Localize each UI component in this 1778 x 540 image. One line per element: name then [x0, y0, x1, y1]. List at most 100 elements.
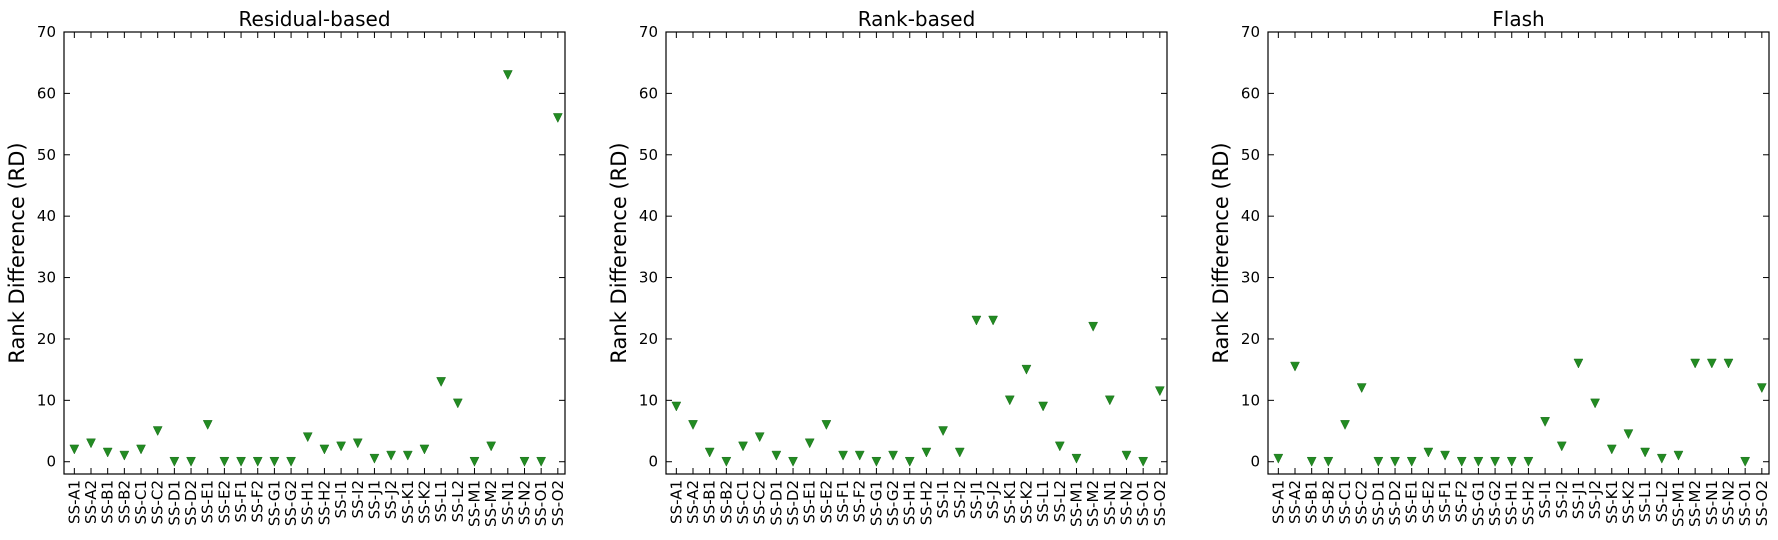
x-tick-label: SS-J1 — [967, 480, 985, 519]
x-tick-label: SS-B1 — [99, 480, 117, 524]
data-point — [1556, 441, 1567, 452]
data-point — [788, 456, 798, 467]
data-point — [536, 456, 547, 467]
data-point — [838, 450, 848, 461]
y-tick-label: 20 — [639, 330, 658, 348]
y-tick-label: 50 — [1241, 146, 1260, 164]
x-tick-label: SS-K1 — [1603, 480, 1621, 524]
data-point — [352, 438, 363, 449]
y-tick-label: 30 — [1241, 269, 1260, 287]
y-tick-label: 70 — [37, 23, 56, 41]
x-tick-label: SS-H2 — [917, 480, 935, 525]
x-tick-label: SS-O1 — [1134, 480, 1152, 526]
chart-panel-3: Flash Rank Difference (RD) 0 10 20 30 40 50 60 70… — [1209, 7, 1771, 527]
x-tick-label: SS-B2 — [115, 480, 133, 524]
x-tick-label: SS-D2 — [784, 480, 802, 526]
x-tick-label: SS-K2 — [415, 480, 433, 524]
data-point — [219, 456, 230, 467]
x-tick-label: SS-O2 — [1151, 480, 1169, 526]
x-tick-label: SS-K1 — [1001, 480, 1019, 524]
y-axis-label: Rank Difference (RD) — [607, 142, 631, 363]
data-point — [1104, 395, 1115, 406]
x-tick-label: SS-G1 — [265, 480, 283, 526]
data-point — [1306, 456, 1317, 467]
y-tick-label: 40 — [1241, 207, 1260, 225]
data-point — [419, 444, 430, 455]
data-point — [186, 456, 196, 467]
x-tick-label: SS-K2 — [1619, 480, 1637, 524]
x-tick-label: SS-M2 — [482, 480, 500, 527]
x-tick-label: SS-C1 — [1336, 480, 1354, 524]
data-point — [169, 456, 180, 467]
data-point — [1440, 450, 1450, 461]
data-point — [1490, 456, 1500, 467]
y-tick-label: 30 — [639, 269, 658, 287]
y-tick-label: 60 — [639, 84, 658, 102]
x-tick-label: SS-E1 — [1403, 480, 1421, 523]
x-tick-label: SS-D2 — [1386, 480, 1404, 526]
x-tick-label: SS-I2 — [1553, 480, 1571, 518]
x-tick-label: SS-F1 — [1436, 480, 1454, 523]
data-point — [302, 432, 313, 443]
x-tick-label: SS-D2 — [182, 480, 200, 526]
data-point — [1456, 456, 1467, 467]
data-point — [1406, 456, 1417, 467]
data-point — [202, 420, 213, 430]
x-tick-label: SS-C2 — [751, 480, 769, 524]
x-tick-label: SS-L2 — [449, 480, 467, 522]
data-point — [286, 456, 296, 467]
chart-panel-1: Residual-based Rank Difference (RD) 0 10 20 3… — [5, 7, 567, 527]
data-point — [1573, 358, 1584, 369]
x-tick-label: SS-D1 — [1369, 480, 1387, 526]
x-tick-label: SS-J1 — [365, 480, 383, 519]
x-tick-label: SS-J2 — [1586, 480, 1604, 519]
data-point — [821, 420, 832, 430]
x-tick-label: SS-I2 — [951, 480, 969, 518]
data-point — [86, 438, 96, 449]
data-point — [1740, 456, 1751, 467]
data-point — [1523, 456, 1534, 467]
data-point — [1623, 429, 1634, 440]
data-point — [552, 113, 563, 124]
x-tick-label: SS-O1 — [1736, 480, 1754, 526]
x-tick-label: SS-C1 — [132, 480, 150, 524]
data-point — [921, 447, 932, 458]
data-point — [469, 456, 480, 467]
x-tick-label: SS-C2 — [1353, 480, 1371, 524]
y-tick-label: 0 — [1250, 453, 1260, 471]
data-point — [671, 401, 682, 412]
x-tick-label: SS-A2 — [684, 480, 702, 524]
data-point — [1656, 453, 1667, 464]
y-tick-label: 50 — [639, 146, 658, 164]
data-point — [486, 441, 497, 452]
data-point — [1154, 386, 1165, 397]
x-tick-label: SS-L2 — [1051, 480, 1069, 522]
data-point — [1506, 456, 1517, 467]
x-tick-label: SS-M1 — [1669, 480, 1687, 527]
x-tick-label: SS-F1 — [834, 480, 852, 523]
x-tick-label: SS-M2 — [1084, 480, 1102, 527]
data-point — [704, 447, 715, 458]
data-point — [1054, 441, 1065, 452]
y-tick-label: 70 — [1241, 23, 1260, 41]
x-tick-label: SS-G1 — [867, 480, 885, 526]
x-tick-label: SS-B1 — [701, 480, 719, 524]
x-tick-label: SS-O2 — [549, 480, 567, 526]
data-point — [771, 450, 782, 461]
plot-frame — [665, 31, 1168, 475]
x-tick-label: SS-A1 — [667, 480, 685, 524]
y-tick-label: 10 — [639, 391, 658, 409]
x-tick-label: SS-H1 — [1503, 480, 1521, 525]
chart-title: Rank-based — [858, 7, 976, 31]
x-tick-label: SS-L1 — [1636, 480, 1654, 522]
data-point — [1706, 358, 1717, 369]
chart-panel-2: Rank-based Rank Difference (RD) 0 10 20 30 40 5… — [607, 7, 1169, 527]
y-tick-label: 20 — [1241, 330, 1260, 348]
data-point — [152, 426, 163, 437]
chart-title: Residual-based — [238, 7, 390, 31]
data-point — [1756, 383, 1767, 394]
x-tick-label: SS-H1 — [901, 480, 919, 525]
x-tick-label: SS-G2 — [1486, 480, 1504, 526]
y-tick-label: 30 — [37, 269, 56, 287]
